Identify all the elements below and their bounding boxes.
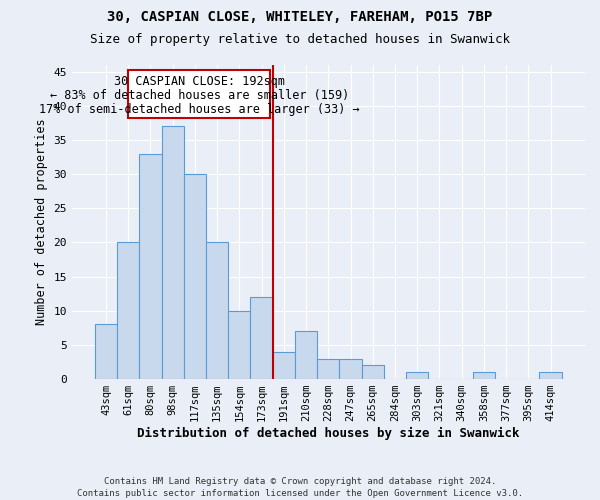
Bar [406,372,428,379]
Bar [362,366,384,379]
Y-axis label: Number of detached properties: Number of detached properties [35,118,47,326]
Bar [184,174,206,379]
Text: Contains public sector information licensed under the Open Government Licence v3: Contains public sector information licen… [77,489,523,498]
Text: 30 CASPIAN CLOSE: 192sqm: 30 CASPIAN CLOSE: 192sqm [114,75,285,88]
Bar [317,358,340,379]
Text: 17% of semi-detached houses are larger (33) →: 17% of semi-detached houses are larger (… [39,102,359,116]
Bar [161,126,184,379]
Text: 30, CASPIAN CLOSE, WHITELEY, FAREHAM, PO15 7BP: 30, CASPIAN CLOSE, WHITELEY, FAREHAM, PO… [107,10,493,24]
Bar [250,297,273,379]
Bar [340,358,362,379]
FancyBboxPatch shape [128,70,271,118]
Bar [539,372,562,379]
Bar [473,372,495,379]
Bar [139,154,161,379]
X-axis label: Distribution of detached houses by size in Swanwick: Distribution of detached houses by size … [137,427,520,440]
Text: Contains HM Land Registry data © Crown copyright and database right 2024.: Contains HM Land Registry data © Crown c… [104,478,496,486]
Bar [228,310,250,379]
Bar [295,331,317,379]
Text: Size of property relative to detached houses in Swanwick: Size of property relative to detached ho… [90,32,510,46]
Bar [117,242,139,379]
Bar [95,324,117,379]
Bar [273,352,295,379]
Bar [206,242,228,379]
Text: ← 83% of detached houses are smaller (159): ← 83% of detached houses are smaller (15… [50,89,349,102]
